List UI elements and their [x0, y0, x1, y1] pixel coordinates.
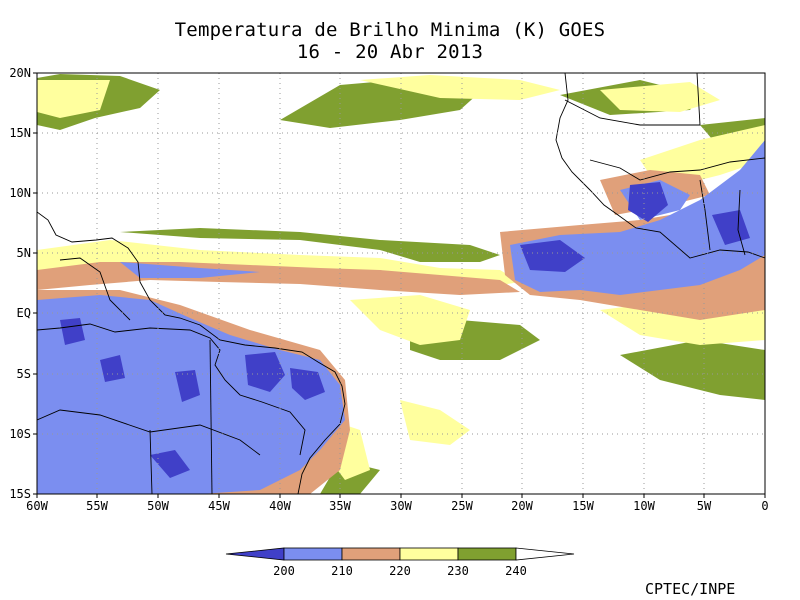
lon-label: 20W: [511, 499, 533, 513]
legend-swatch-220-230: [399, 547, 459, 561]
lon-label: 50W: [147, 499, 169, 513]
legend-tick: 230: [447, 564, 469, 578]
legend-ticks: 200 210 220 230 240: [273, 564, 527, 578]
legend-swatch-below-200: [225, 547, 285, 561]
lat-label: 20N: [9, 66, 31, 80]
color-legend: [225, 547, 575, 561]
field-210: [37, 140, 765, 494]
lat-label: 5N: [17, 246, 31, 260]
lon-label: 5W: [697, 499, 712, 513]
credit-text: CPTEC/INPE: [645, 580, 736, 598]
legend-tick: 200: [273, 564, 295, 578]
field-200: [60, 182, 750, 478]
lon-label: 60W: [26, 499, 48, 513]
lat-label: 10S: [9, 427, 31, 441]
legend-swatch-above-240: [515, 547, 575, 561]
legend-swatch-210-220: [341, 547, 401, 561]
graticule: [37, 73, 765, 494]
lat-label: 15N: [9, 126, 31, 140]
lon-label: 45W: [208, 499, 230, 513]
lat-label: 15S: [9, 487, 31, 501]
legend-swatch-230-240: [457, 547, 517, 561]
lat-label: 10N: [9, 186, 31, 200]
lat-label: 5S: [17, 367, 31, 381]
lon-label: 35W: [329, 499, 351, 513]
title-line-2: 16 - 20 Abr 2013: [296, 41, 484, 63]
lon-label: 55W: [86, 499, 108, 513]
lon-label: 30W: [390, 499, 412, 513]
lon-label: 0: [761, 499, 768, 513]
legend-tick: 240: [505, 564, 527, 578]
lat-label: EQ: [17, 306, 31, 320]
legend-tick: 220: [389, 564, 411, 578]
title-line-1: Temperatura de Brilho Minima (K) GOES: [174, 19, 606, 41]
lon-label: 40W: [269, 499, 291, 513]
legend-tick: 210: [331, 564, 353, 578]
coastlines: [37, 73, 765, 494]
legend-swatch-200-210: [283, 547, 343, 561]
lon-label: 15W: [572, 499, 594, 513]
lon-label: 25W: [451, 499, 473, 513]
lon-label: 10W: [633, 499, 655, 513]
lat-labels: 20N 15N 10N 5N EQ 5S 10S 15S: [9, 66, 31, 501]
lon-labels: 60W 55W 50W 45W 40W 35W 30W 25W 20W 15W …: [26, 499, 768, 513]
tick-marks: [33, 72, 766, 498]
